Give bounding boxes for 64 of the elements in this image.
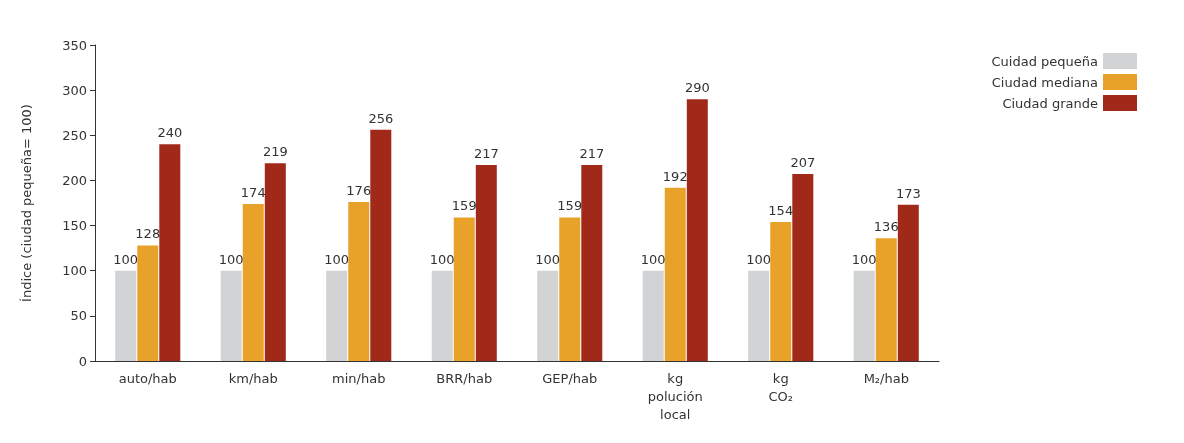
data-label: 100 (113, 251, 139, 267)
y-tick-label: 300 (62, 82, 87, 98)
bar (537, 270, 559, 361)
data-label: 256 (368, 110, 394, 126)
x-tick-label: BRR/hab (436, 370, 493, 386)
y-tick-label: 200 (62, 172, 87, 188)
data-label: 174 (240, 184, 266, 200)
y-tick-label: 0 (78, 353, 87, 369)
bar (686, 99, 708, 361)
bar (748, 270, 770, 361)
bar (475, 165, 497, 361)
legend-label: Ciudad mediana (991, 74, 1098, 90)
y-tick-label: 150 (62, 218, 87, 234)
bar (453, 217, 475, 361)
bar (431, 270, 453, 361)
bar (875, 238, 897, 361)
x-tick-label: min/hab (332, 370, 386, 386)
data-label: 100 (640, 251, 666, 267)
bar (664, 187, 686, 361)
bar (642, 270, 664, 361)
x-tick-label: kg CO₂ (768, 370, 794, 404)
data-label: 100 (535, 251, 561, 267)
data-label: 100 (218, 251, 244, 267)
bar (853, 270, 875, 361)
data-label: 207 (790, 155, 816, 171)
x-tick-label: auto/hab (118, 370, 177, 386)
legend-label: Ciudad grande (1002, 95, 1098, 111)
x-tick-label: GEP/hab (542, 370, 598, 386)
y-tick-label: 350 (62, 37, 87, 53)
data-label: 100 (746, 251, 772, 267)
bar (242, 203, 264, 361)
bar (770, 221, 792, 361)
bar (115, 270, 137, 361)
x-tick-label: kg polución local (647, 370, 703, 422)
data-label: 217 (473, 146, 499, 162)
y-tick-label: 100 (62, 263, 87, 279)
x-tick-label: km/hab (228, 370, 278, 386)
bar (348, 202, 370, 361)
data-label: 100 (429, 251, 455, 267)
data-label: 100 (851, 251, 877, 267)
bar (792, 174, 814, 361)
bar (559, 217, 581, 361)
bar (581, 165, 603, 361)
bar (159, 144, 181, 361)
x-tick-label: M₂/hab (863, 370, 909, 386)
bar (370, 129, 392, 361)
data-label: 159 (451, 198, 477, 214)
legend-label: Cuidad pequeña (991, 53, 1098, 69)
bar (264, 163, 286, 361)
data-label: 219 (262, 144, 288, 160)
data-label: 136 (873, 219, 899, 235)
bar (137, 245, 159, 361)
y-tick-label: 250 (62, 127, 87, 143)
y-tick-label: 50 (70, 308, 87, 324)
bar (220, 270, 242, 361)
data-label: 290 (684, 80, 710, 96)
data-label: 240 (157, 125, 183, 141)
data-label: 192 (662, 168, 688, 184)
data-label: 100 (324, 251, 350, 267)
data-label: 173 (895, 185, 921, 201)
y-axis-title: Índice (ciudad pequeña= 100) (19, 104, 34, 302)
data-label: 217 (579, 146, 605, 162)
bar (326, 270, 348, 361)
bar (897, 204, 919, 361)
